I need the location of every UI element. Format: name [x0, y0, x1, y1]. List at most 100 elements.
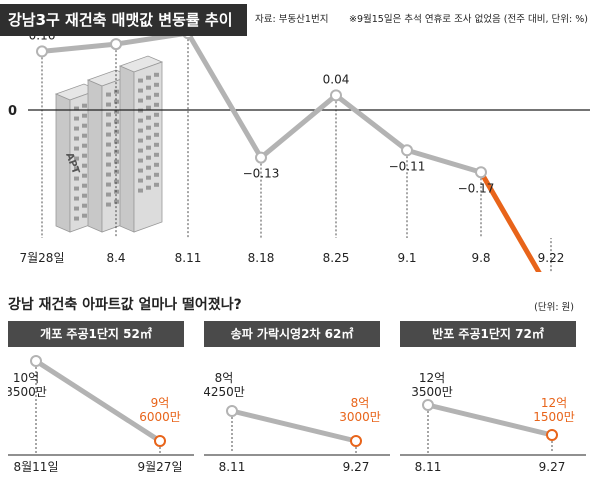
data-label: 0.16 — [29, 36, 56, 42]
x-tick-label: 8월11일 — [14, 460, 59, 474]
tower-window — [114, 199, 119, 204]
tower-window — [74, 116, 79, 121]
tower-side — [119, 65, 135, 233]
tower-window — [106, 102, 111, 107]
data-point — [422, 399, 434, 411]
tower-window — [106, 122, 111, 127]
tower-window — [154, 172, 159, 177]
line-segment — [333, 92, 410, 153]
x-tick-label: 8.11 — [175, 251, 202, 265]
chart-title: 강남3구 재건축 매맷값 변동률 추이 — [0, 4, 247, 36]
tower-window — [106, 172, 111, 177]
tower-window — [114, 89, 119, 94]
start-value-label: 12억 3500만 — [411, 371, 453, 399]
x-tick-label: 9.1 — [397, 251, 416, 265]
data-point — [350, 435, 362, 447]
tower-window — [82, 123, 87, 128]
tower-window — [146, 165, 151, 170]
tower-window — [106, 182, 111, 187]
section2-title: 강남 재건축 아파트값 얼마나 떨어졌나? — [8, 297, 242, 313]
price-chart-banpo: 12억 3500만 12억 1500만 8.11 9.27 — [400, 371, 586, 474]
tower-window — [138, 138, 143, 143]
data-label: −0.17 — [458, 181, 495, 195]
tower-window — [114, 169, 119, 174]
tower-window — [114, 179, 119, 184]
tower-window — [114, 119, 119, 124]
tower-window — [74, 186, 79, 191]
tower-window — [154, 92, 159, 97]
data-point — [154, 435, 166, 447]
tower-window — [154, 132, 159, 137]
end-value-label: 12억 1500만 — [533, 396, 575, 424]
tower-window — [154, 112, 159, 117]
price-panel-songpa: 송파 가락시영2차 62㎡ 8억 4250만 8억 3000만 8.11 9.27 — [204, 321, 390, 485]
tower-window — [106, 112, 111, 117]
tower-window — [138, 178, 143, 183]
tower-window — [114, 129, 119, 134]
tower-window — [114, 159, 119, 164]
x-tick-label: 9월27일 — [138, 460, 183, 474]
tower-window — [154, 82, 159, 87]
line-segment — [258, 92, 339, 161]
tower-window — [74, 156, 79, 161]
end-value-label: 9억 6000만 — [139, 396, 181, 424]
rate-line-chart: APT 0 0.167월28일0.188.40.218.11−0.138.180… — [8, 36, 590, 272]
tower-window — [138, 168, 143, 173]
x-tick-label: 8.11 — [219, 460, 246, 474]
price-chart-gaepo: 10억 3500만 9억 6000만 8월11일 9월27일 — [8, 355, 194, 474]
tower-window — [146, 135, 151, 140]
tower-window — [138, 88, 143, 93]
tower-window — [138, 128, 143, 133]
tower-window — [74, 196, 79, 201]
tower-window — [146, 85, 151, 90]
data-point — [36, 45, 48, 58]
tower-window — [74, 216, 79, 221]
tower-window — [82, 133, 87, 138]
line-segment — [404, 147, 484, 175]
tower-window — [106, 202, 111, 207]
tower-window — [74, 136, 79, 141]
tower-window — [114, 109, 119, 114]
data-label: −0.13 — [243, 167, 280, 181]
start-value-label: 8억 4250만 — [204, 371, 245, 399]
tower-window — [138, 98, 143, 103]
data-point — [401, 144, 413, 157]
tower-window — [154, 152, 159, 157]
line-segment — [113, 36, 186, 47]
end-value-label: 8억 3000만 — [339, 396, 381, 424]
tower-window — [146, 125, 151, 130]
tower-window — [106, 162, 111, 167]
data-label: −0.11 — [389, 159, 426, 173]
section2-unit: (단위: 원) — [534, 302, 574, 313]
x-tick-label: 8.25 — [323, 251, 350, 265]
x-tick-label: 8.4 — [106, 251, 125, 265]
tower-window — [106, 152, 111, 157]
tower-window — [146, 175, 151, 180]
tower-window — [82, 153, 87, 158]
tower-window — [82, 203, 87, 208]
tower-window — [138, 118, 143, 123]
tower-window — [154, 162, 159, 167]
tower-window — [106, 132, 111, 137]
tower-window — [138, 78, 143, 83]
tower-window — [74, 126, 79, 131]
tower-window — [146, 185, 151, 190]
tower-window — [114, 189, 119, 194]
tower-window — [114, 149, 119, 154]
tower-window — [106, 142, 111, 147]
panel-title: 개포 주공1단지 52㎡ — [8, 321, 184, 347]
tower-window — [82, 213, 87, 218]
data-point — [182, 36, 194, 40]
tower-window — [114, 139, 119, 144]
tower-window — [146, 145, 151, 150]
price-panel-banpo: 반포 주공1단지 72㎡ 12억 3500만 12억 1500만 8.11 9.27 — [400, 321, 586, 485]
tower-window — [138, 158, 143, 163]
tower-window — [82, 103, 87, 108]
panel-title: 반포 주공1단지 72㎡ — [400, 321, 576, 347]
data-point — [330, 89, 342, 102]
x-tick-label: 8.11 — [415, 460, 442, 474]
line-segment — [186, 36, 264, 161]
tower-window — [154, 182, 159, 187]
tower-window — [154, 122, 159, 127]
tower-window — [82, 113, 87, 118]
